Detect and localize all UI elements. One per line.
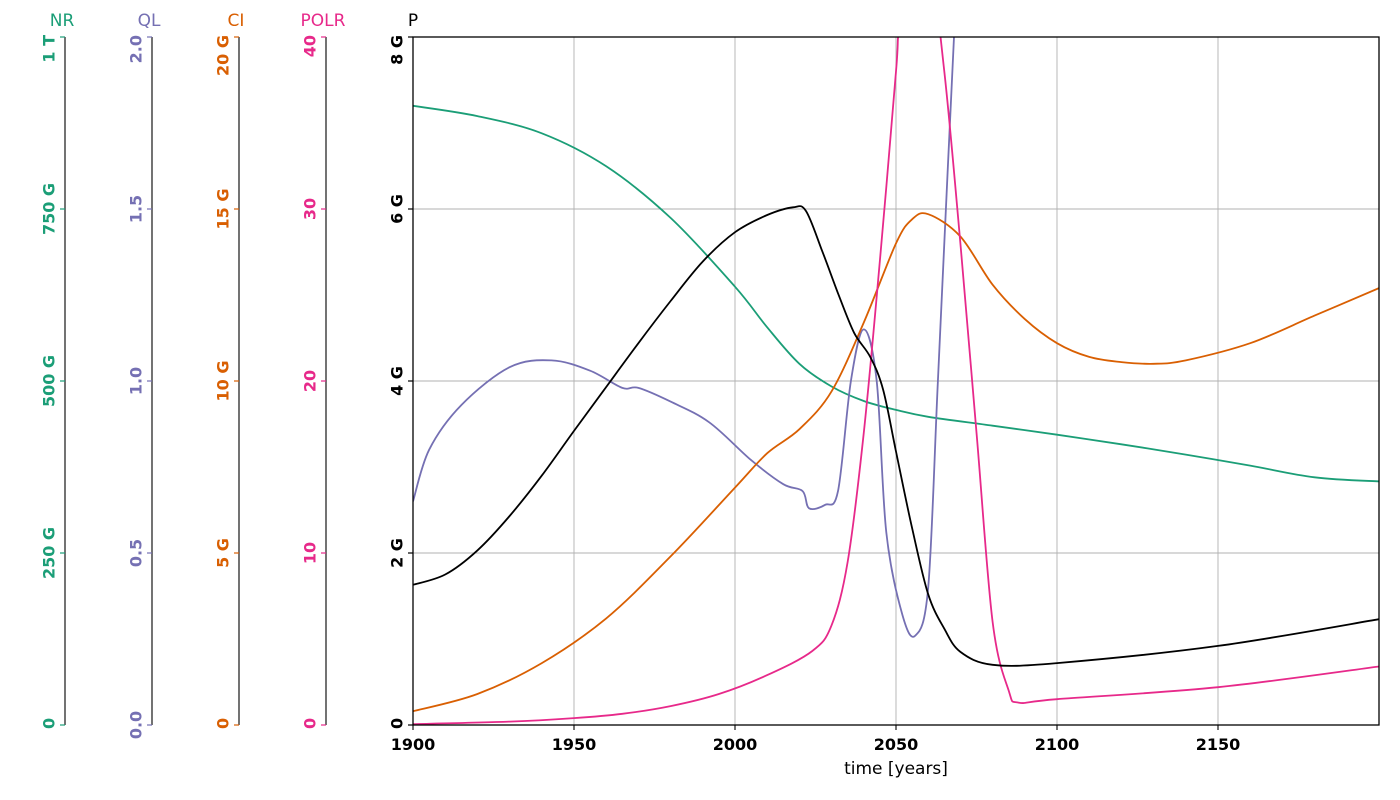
axis-spines <box>64 37 327 725</box>
series-lines <box>413 37 1379 725</box>
series-line-nr <box>413 104 1379 483</box>
ci-tick-label: 15 G <box>214 189 233 230</box>
ci-tick-label: 0 <box>214 718 233 729</box>
nr-tick-label: 500 G <box>40 355 59 407</box>
x-tick-label: 1900 <box>391 735 436 754</box>
ci-tick-label: 5 G <box>214 538 233 568</box>
p-axis-name: P <box>408 11 418 31</box>
x-tick-label: 2150 <box>1196 735 1241 754</box>
polr-tick-label: 20 <box>301 370 320 392</box>
polr-tick-label: 10 <box>301 542 320 564</box>
polr-tick-label: 40 <box>301 35 320 57</box>
nr-tick-label: 750 G <box>40 183 59 235</box>
polr-tick-label: 30 <box>301 198 320 220</box>
nr-tick-label: 0 <box>40 718 59 729</box>
nr-axis-name: NR <box>50 11 75 31</box>
nr-tick-label: 1 T <box>40 35 59 63</box>
polr-tick-label: 0 <box>301 718 320 729</box>
p-tick-label: 0 <box>388 718 407 729</box>
ci-tick-label: 10 G <box>214 361 233 402</box>
x-tick-label: 2050 <box>874 735 919 754</box>
series-line-polr <box>413 37 1379 725</box>
ql-axis-name: QL <box>138 11 161 31</box>
x-tick-label: 1950 <box>552 735 597 754</box>
series-line-ql <box>413 37 955 638</box>
nr-tick-label: 250 G <box>40 527 59 579</box>
tick-labels: 0 250 G 500 G 750 G 1 T NR 0.0 0.5 1.0 1.5 2.0 QL 0 5… <box>40 11 1241 754</box>
x-tick-label: 2000 <box>713 735 758 754</box>
series-line-ci <box>413 212 1379 713</box>
ql-tick-label: 1.0 <box>127 367 146 395</box>
p-tick-label: 4 G <box>388 366 407 396</box>
ql-tick-label: 0.5 <box>127 539 146 567</box>
x-axis-label: time [years] <box>844 759 948 779</box>
series-line-p <box>413 205 1379 667</box>
polr-axis-name: POLR <box>301 11 346 31</box>
p-tick-label: 2 G <box>388 538 407 568</box>
ci-axis-name: CI <box>228 11 245 31</box>
p-tick-label: 8 G <box>388 35 407 65</box>
x-tick-label: 2100 <box>1035 735 1080 754</box>
ql-tick-label: 0.0 <box>127 711 146 739</box>
ql-tick-label: 2.0 <box>127 35 146 63</box>
ql-tick-label: 1.5 <box>127 195 146 223</box>
p-tick-label: 6 G <box>388 194 407 224</box>
ci-tick-label: 20 G <box>214 35 233 76</box>
